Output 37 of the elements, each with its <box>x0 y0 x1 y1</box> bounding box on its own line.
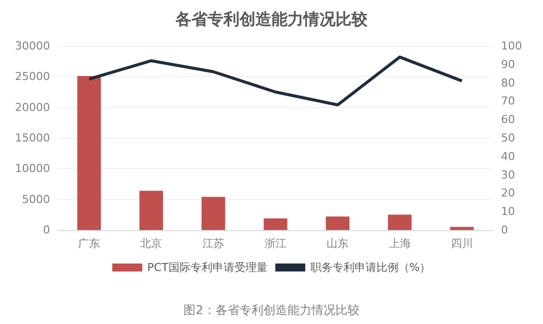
y2-tick-label: 10 <box>501 205 515 218</box>
x-tick-label: 北京 <box>140 237 162 250</box>
y2-tick-label: 90 <box>501 58 515 71</box>
bar <box>264 218 288 230</box>
y-tick-label: 20000 <box>15 100 50 114</box>
y-tick-label: 15000 <box>15 132 50 144</box>
y2-tick-label: 30 <box>501 168 515 182</box>
x-tick-label: 广东 <box>78 237 100 250</box>
bar <box>450 226 474 230</box>
y-tick-label: 30000 <box>15 40 50 52</box>
legend-label: PCT国际专利申请受理量 <box>147 261 268 274</box>
x-tick-label: 江苏 <box>202 237 224 250</box>
y2-tick-label: 40 <box>501 150 515 163</box>
x-tick-label: 四川 <box>450 237 473 250</box>
y2-tick-label: 100 <box>501 40 522 52</box>
x-tick-label: 浙江 <box>264 237 286 250</box>
y2-tick-label: 70 <box>501 94 515 108</box>
bar <box>388 214 412 230</box>
legend-label: 职务专利申请比例（%） <box>310 261 431 274</box>
y-tick-label: 5000 <box>22 192 50 206</box>
y-tick-label: 0 <box>43 224 50 236</box>
y2-tick-label: 60 <box>501 113 515 126</box>
bar <box>139 190 164 230</box>
line-series <box>88 56 464 106</box>
x-tick-label: 山东 <box>326 237 349 250</box>
y-tick-label: 10000 <box>15 162 50 176</box>
bar <box>326 216 350 230</box>
caption: 图2：各省专利创造能力情况比较 <box>184 303 360 317</box>
y2-tick-label: 50 <box>501 132 515 144</box>
y2-tick-label: 20 <box>501 186 515 200</box>
bar <box>77 76 101 230</box>
y2-tick-label: 0 <box>501 224 508 236</box>
y-tick-label: 25000 <box>15 70 50 84</box>
x-tick-label: 上海 <box>388 237 411 250</box>
y2-tick-label: 80 <box>501 76 515 90</box>
bar <box>202 196 226 230</box>
chart-title: 各省专利创造能力情况比较 <box>174 10 368 28</box>
